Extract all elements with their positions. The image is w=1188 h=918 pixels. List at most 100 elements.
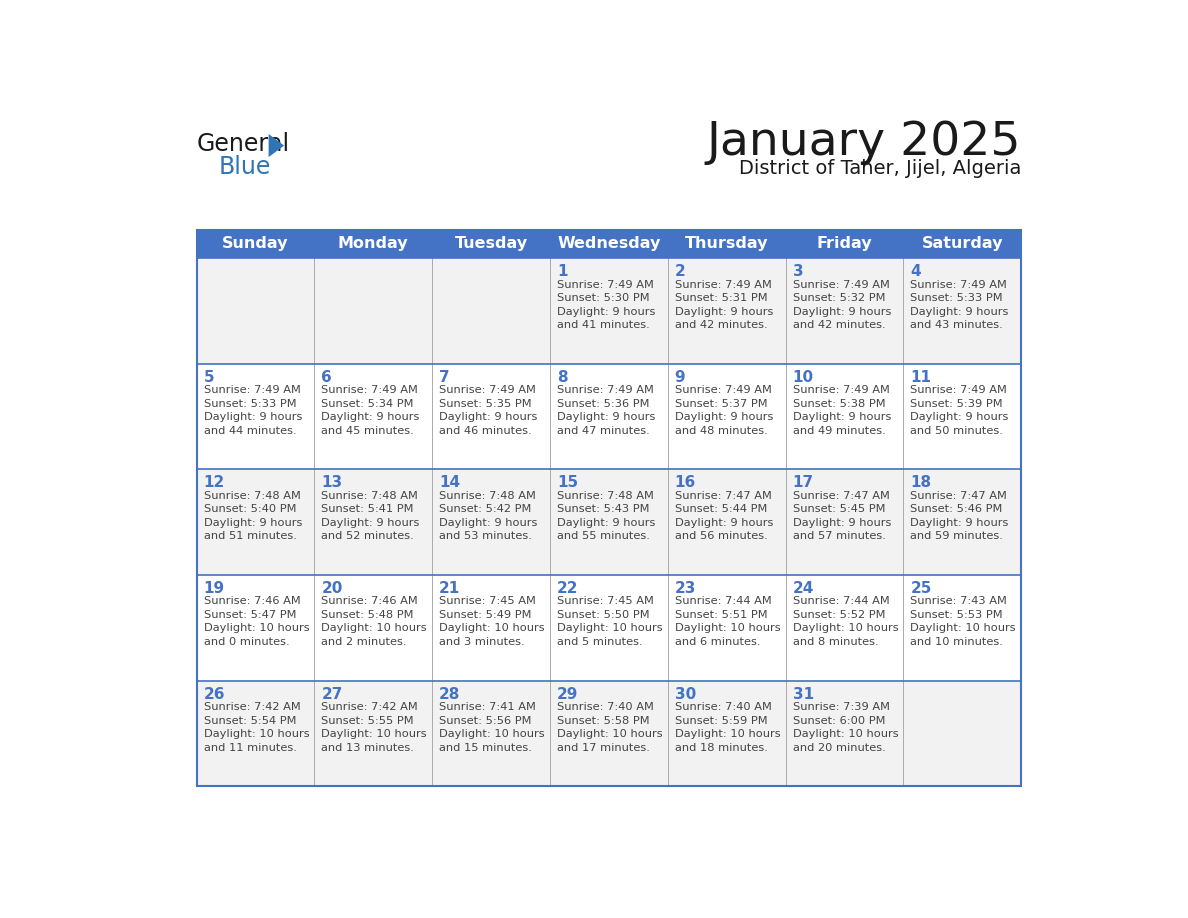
Text: 26: 26 [203, 687, 225, 701]
Bar [196, 230, 1022, 258]
Text: Sunrise: 7:39 AM: Sunrise: 7:39 AM [792, 702, 890, 712]
Text: Daylight: 10 hours: Daylight: 10 hours [910, 623, 1016, 633]
Text: Sunday: Sunday [222, 236, 289, 252]
Text: Daylight: 9 hours: Daylight: 9 hours [675, 307, 773, 317]
Text: and 57 minutes.: and 57 minutes. [792, 532, 885, 542]
Text: and 5 minutes.: and 5 minutes. [557, 637, 643, 647]
Text: and 13 minutes.: and 13 minutes. [321, 743, 415, 753]
Text: Sunrise: 7:47 AM: Sunrise: 7:47 AM [910, 491, 1007, 501]
Text: Sunset: 5:54 PM: Sunset: 5:54 PM [203, 716, 296, 725]
Text: Sunset: 5:33 PM: Sunset: 5:33 PM [910, 293, 1003, 303]
Text: Daylight: 10 hours: Daylight: 10 hours [792, 729, 898, 739]
Bar [196, 680, 1022, 786]
Text: and 53 minutes.: and 53 minutes. [440, 532, 532, 542]
Text: Daylight: 9 hours: Daylight: 9 hours [792, 518, 891, 528]
Text: Sunrise: 7:46 AM: Sunrise: 7:46 AM [203, 597, 301, 607]
Text: Sunrise: 7:42 AM: Sunrise: 7:42 AM [321, 702, 418, 712]
Text: Sunset: 5:52 PM: Sunset: 5:52 PM [792, 610, 885, 620]
Text: and 18 minutes.: and 18 minutes. [675, 743, 767, 753]
Text: 11: 11 [910, 370, 931, 385]
Text: and 8 minutes.: and 8 minutes. [792, 637, 878, 647]
Text: and 45 minutes.: and 45 minutes. [321, 426, 415, 436]
Text: General: General [196, 131, 290, 156]
Text: Sunrise: 7:48 AM: Sunrise: 7:48 AM [557, 491, 653, 501]
Text: Sunrise: 7:47 AM: Sunrise: 7:47 AM [792, 491, 890, 501]
Text: 6: 6 [321, 370, 333, 385]
Bar [196, 230, 1022, 786]
Text: 19: 19 [203, 581, 225, 596]
Text: and 42 minutes.: and 42 minutes. [675, 320, 767, 330]
Text: January 2025: January 2025 [707, 120, 1022, 165]
Text: Sunrise: 7:42 AM: Sunrise: 7:42 AM [203, 702, 301, 712]
Text: and 20 minutes.: and 20 minutes. [792, 743, 885, 753]
Text: Sunset: 5:45 PM: Sunset: 5:45 PM [792, 504, 885, 514]
Polygon shape [268, 134, 284, 157]
Text: Daylight: 10 hours: Daylight: 10 hours [440, 729, 545, 739]
Text: 22: 22 [557, 581, 579, 596]
Text: and 48 minutes.: and 48 minutes. [675, 426, 767, 436]
Text: 31: 31 [792, 687, 814, 701]
Text: Sunrise: 7:43 AM: Sunrise: 7:43 AM [910, 597, 1007, 607]
Text: and 6 minutes.: and 6 minutes. [675, 637, 760, 647]
Text: and 46 minutes.: and 46 minutes. [440, 426, 532, 436]
Text: 3: 3 [792, 264, 803, 279]
Text: and 47 minutes.: and 47 minutes. [557, 426, 650, 436]
Text: Daylight: 9 hours: Daylight: 9 hours [557, 412, 656, 422]
Text: Sunrise: 7:45 AM: Sunrise: 7:45 AM [440, 597, 536, 607]
Text: Daylight: 9 hours: Daylight: 9 hours [910, 518, 1009, 528]
Text: Sunset: 5:38 PM: Sunset: 5:38 PM [792, 398, 885, 409]
Text: Thursday: Thursday [685, 236, 769, 252]
Text: and 15 minutes.: and 15 minutes. [440, 743, 532, 753]
Text: Daylight: 10 hours: Daylight: 10 hours [440, 623, 545, 633]
Text: and 52 minutes.: and 52 minutes. [321, 532, 415, 542]
Text: and 10 minutes.: and 10 minutes. [910, 637, 1003, 647]
Text: Sunset: 5:59 PM: Sunset: 5:59 PM [675, 716, 767, 725]
Text: Sunrise: 7:49 AM: Sunrise: 7:49 AM [203, 386, 301, 396]
Text: and 51 minutes.: and 51 minutes. [203, 532, 296, 542]
Text: 18: 18 [910, 476, 931, 490]
Text: Sunrise: 7:48 AM: Sunrise: 7:48 AM [321, 491, 418, 501]
Text: 27: 27 [321, 687, 342, 701]
Text: Daylight: 10 hours: Daylight: 10 hours [557, 729, 663, 739]
Text: Sunset: 5:41 PM: Sunset: 5:41 PM [321, 504, 413, 514]
Text: Daylight: 9 hours: Daylight: 9 hours [440, 518, 537, 528]
Text: Daylight: 9 hours: Daylight: 9 hours [792, 412, 891, 422]
Text: Sunset: 5:36 PM: Sunset: 5:36 PM [557, 398, 650, 409]
Text: and 50 minutes.: and 50 minutes. [910, 426, 1003, 436]
Text: Daylight: 9 hours: Daylight: 9 hours [321, 518, 419, 528]
Text: Sunset: 6:00 PM: Sunset: 6:00 PM [792, 716, 885, 725]
Text: Daylight: 9 hours: Daylight: 9 hours [203, 518, 302, 528]
Bar [196, 364, 1022, 469]
Text: 25: 25 [910, 581, 931, 596]
Text: and 2 minutes.: and 2 minutes. [321, 637, 406, 647]
Text: Sunset: 5:42 PM: Sunset: 5:42 PM [440, 504, 531, 514]
Text: Daylight: 9 hours: Daylight: 9 hours [440, 412, 537, 422]
Text: Sunset: 5:31 PM: Sunset: 5:31 PM [675, 293, 767, 303]
Text: Tuesday: Tuesday [455, 236, 527, 252]
Text: Sunset: 5:46 PM: Sunset: 5:46 PM [910, 504, 1003, 514]
Text: 7: 7 [440, 370, 450, 385]
Text: 23: 23 [675, 581, 696, 596]
Text: and 44 minutes.: and 44 minutes. [203, 426, 296, 436]
Text: 5: 5 [203, 370, 214, 385]
Text: Sunrise: 7:49 AM: Sunrise: 7:49 AM [557, 386, 653, 396]
Text: 14: 14 [440, 476, 460, 490]
Text: Sunrise: 7:44 AM: Sunrise: 7:44 AM [792, 597, 890, 607]
Text: and 17 minutes.: and 17 minutes. [557, 743, 650, 753]
Text: Sunrise: 7:48 AM: Sunrise: 7:48 AM [203, 491, 301, 501]
Text: Sunrise: 7:46 AM: Sunrise: 7:46 AM [321, 597, 418, 607]
Text: District of Taher, Jijel, Algeria: District of Taher, Jijel, Algeria [739, 159, 1022, 178]
Text: 28: 28 [440, 687, 461, 701]
Text: Daylight: 10 hours: Daylight: 10 hours [792, 623, 898, 633]
Text: Daylight: 10 hours: Daylight: 10 hours [675, 623, 781, 633]
Text: Sunrise: 7:41 AM: Sunrise: 7:41 AM [440, 702, 536, 712]
Text: Saturday: Saturday [922, 236, 1003, 252]
Text: 1: 1 [557, 264, 568, 279]
Text: Sunset: 5:30 PM: Sunset: 5:30 PM [557, 293, 650, 303]
Text: 21: 21 [440, 581, 461, 596]
Text: Sunset: 5:33 PM: Sunset: 5:33 PM [203, 398, 296, 409]
Text: Sunrise: 7:49 AM: Sunrise: 7:49 AM [792, 386, 890, 396]
Text: Sunset: 5:44 PM: Sunset: 5:44 PM [675, 504, 767, 514]
Text: Sunset: 5:48 PM: Sunset: 5:48 PM [321, 610, 413, 620]
Text: 30: 30 [675, 687, 696, 701]
